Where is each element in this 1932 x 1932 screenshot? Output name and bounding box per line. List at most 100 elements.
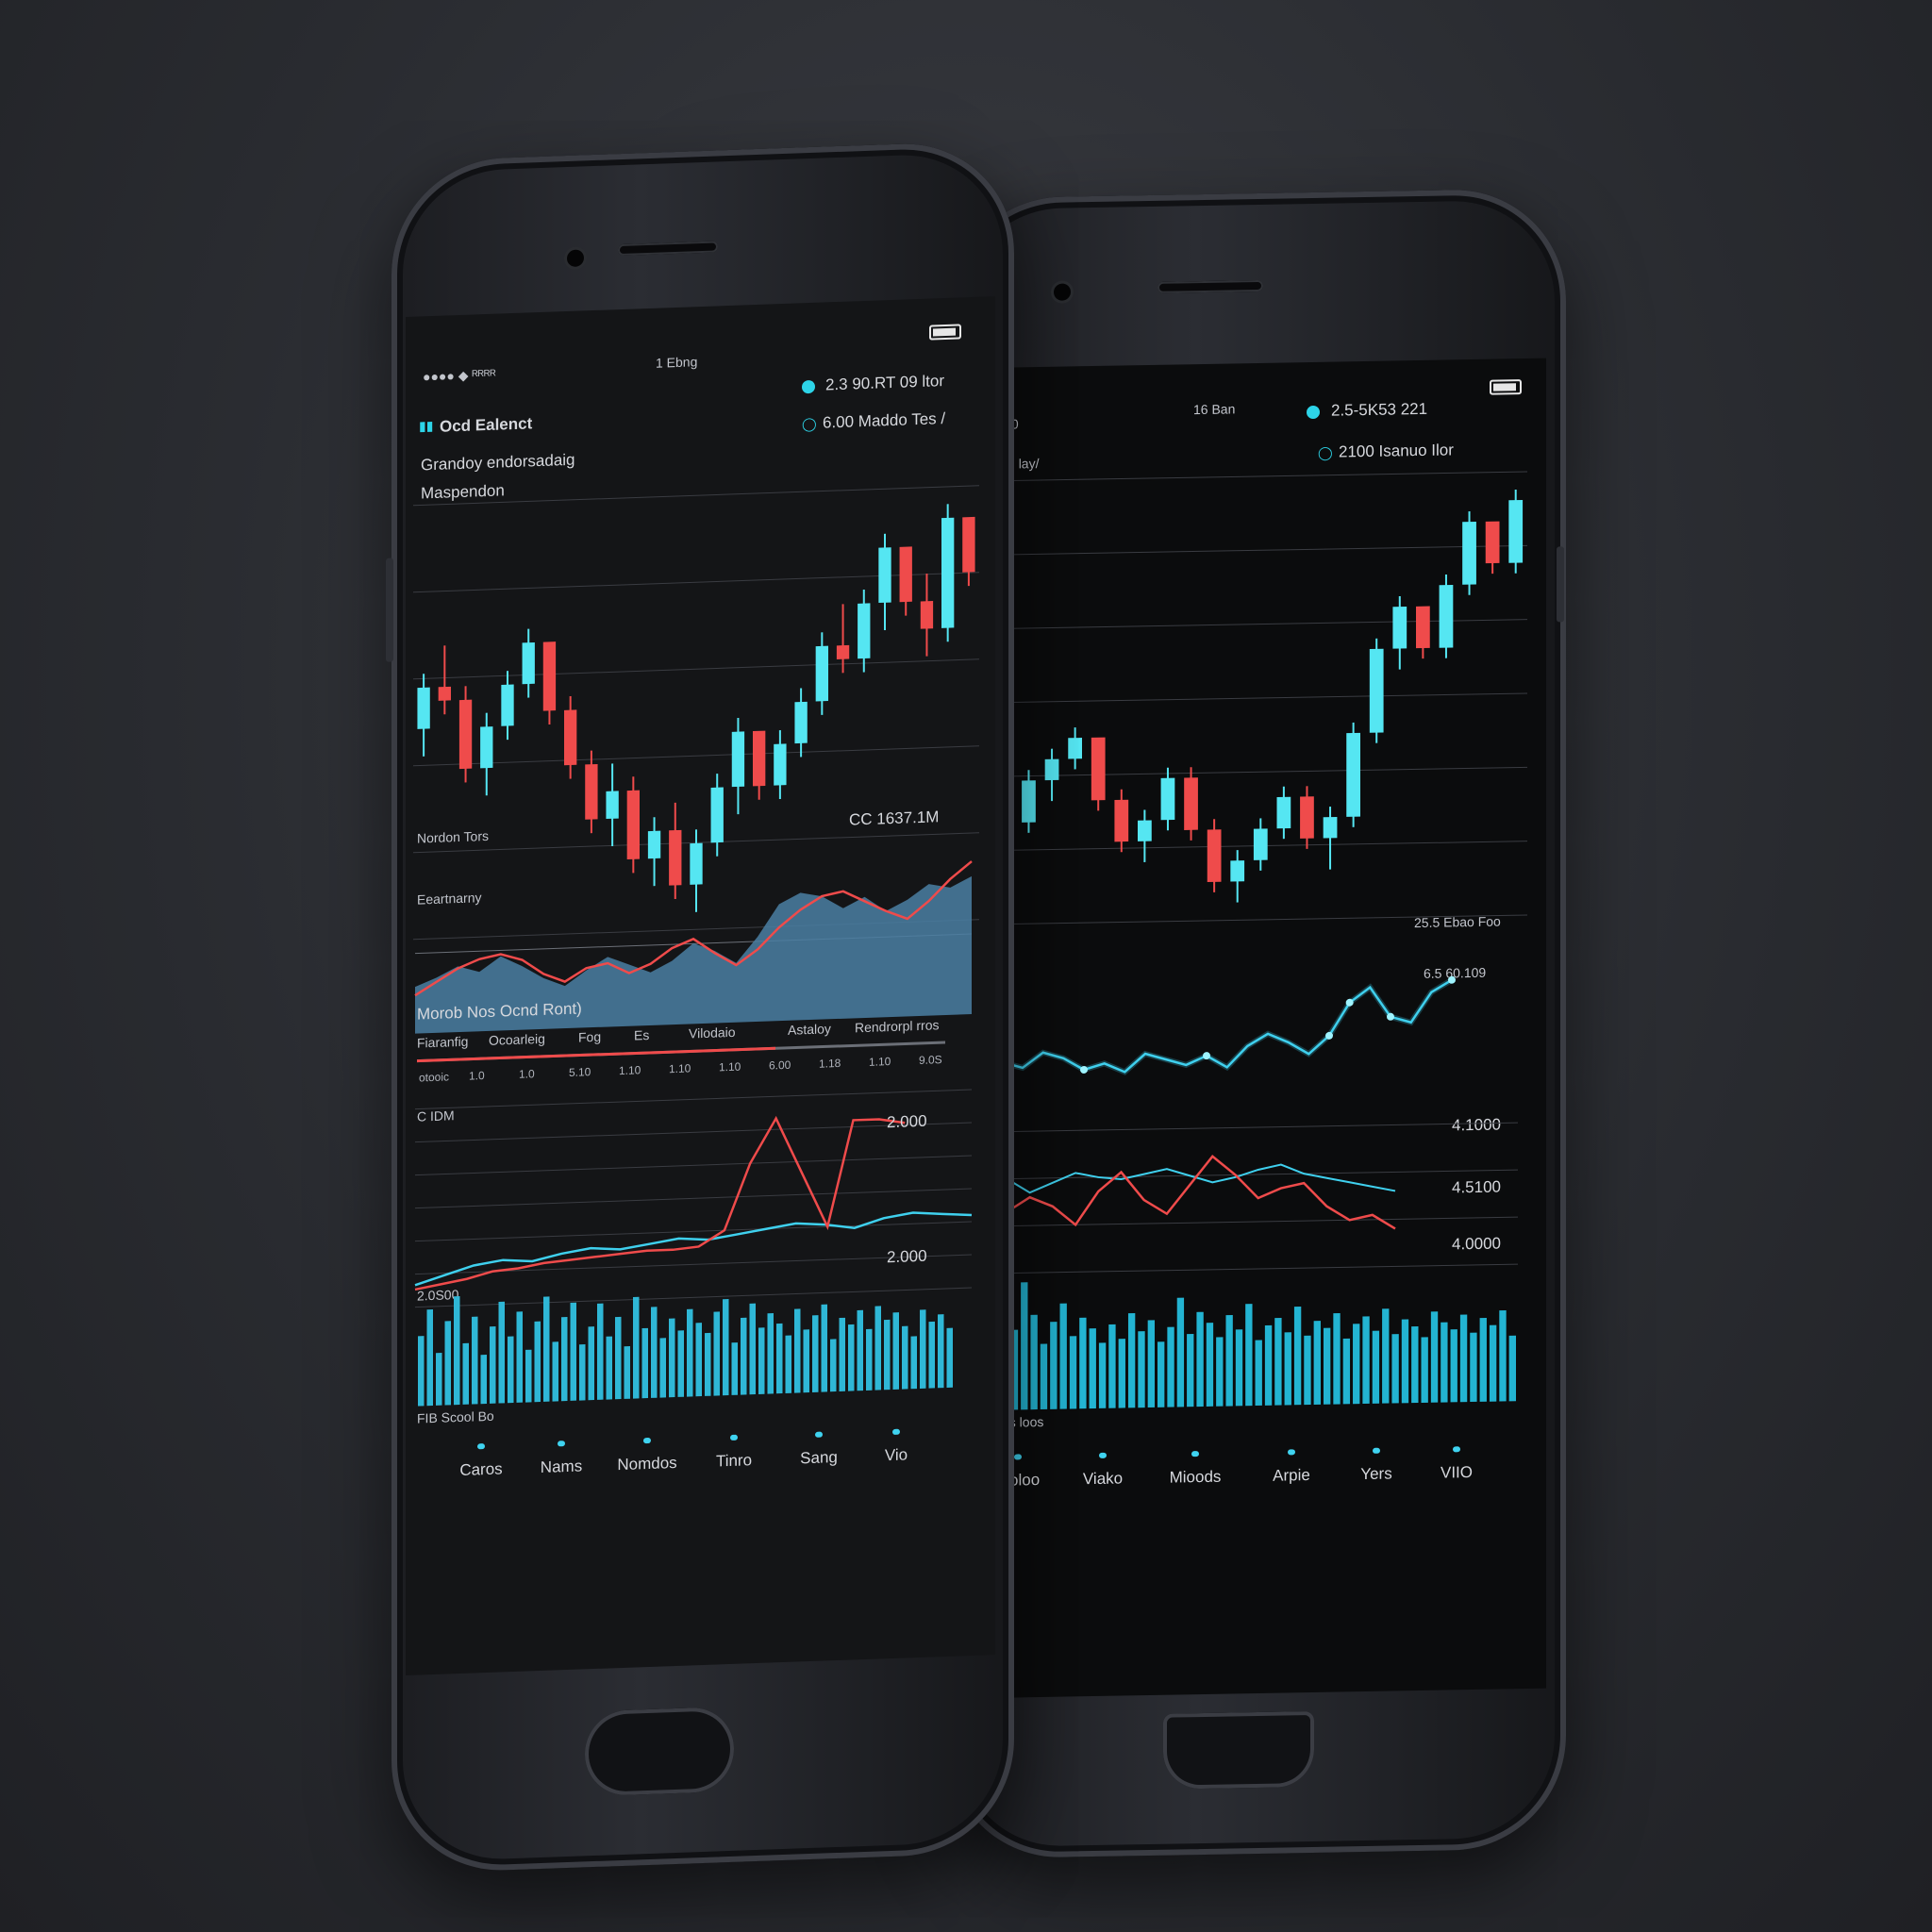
volume-bar bbox=[1021, 1282, 1028, 1410]
gridline bbox=[415, 1122, 972, 1143]
gridline bbox=[971, 692, 1527, 704]
volume-bar bbox=[498, 1301, 505, 1404]
volume-bar bbox=[803, 1329, 809, 1393]
volume-bar bbox=[552, 1341, 558, 1402]
volume-bar bbox=[1304, 1335, 1311, 1406]
candle bbox=[1346, 722, 1360, 827]
front-camera bbox=[567, 249, 584, 268]
column-header[interactable]: Es bbox=[634, 1026, 650, 1043]
volume-bar bbox=[606, 1336, 612, 1400]
candle bbox=[815, 632, 828, 715]
tab-caros[interactable]: Caros bbox=[459, 1459, 503, 1479]
column-header[interactable]: Fiaranfig bbox=[417, 1033, 469, 1051]
gridline bbox=[961, 1263, 1518, 1274]
candle bbox=[1369, 638, 1384, 743]
candle bbox=[585, 750, 598, 834]
volume-bar bbox=[651, 1307, 658, 1398]
volume-bar bbox=[1293, 1307, 1302, 1406]
volume-bar bbox=[1313, 1321, 1321, 1405]
tick-label: 1.10 bbox=[669, 1061, 691, 1076]
tab-nomdos[interactable]: Nomdos bbox=[617, 1453, 677, 1474]
tab-viako[interactable]: Viako bbox=[1082, 1469, 1124, 1489]
home-button[interactable] bbox=[1163, 1710, 1314, 1790]
column-header[interactable]: Astaloy bbox=[788, 1021, 831, 1038]
volume-bar bbox=[1089, 1328, 1096, 1409]
gridline bbox=[971, 841, 1527, 852]
tab-mioods[interactable]: Mioods bbox=[1169, 1467, 1222, 1487]
volume-bar bbox=[767, 1313, 774, 1394]
gridline bbox=[415, 1155, 972, 1176]
candle bbox=[458, 686, 473, 783]
candle bbox=[1114, 789, 1129, 853]
volume-bar bbox=[705, 1332, 711, 1396]
tab-sang[interactable]: Sang bbox=[800, 1448, 838, 1468]
volume-bar bbox=[848, 1324, 855, 1391]
volume-bar bbox=[1333, 1313, 1341, 1405]
volume-button[interactable] bbox=[386, 558, 393, 662]
mid-label: 25.5 Ebao Foo bbox=[1414, 913, 1501, 931]
candle bbox=[1068, 727, 1082, 770]
volume-bar bbox=[821, 1304, 827, 1392]
volume-bar bbox=[758, 1327, 765, 1394]
tab-tinro[interactable]: Tinro bbox=[715, 1451, 753, 1471]
column-header[interactable]: Vilodaio bbox=[689, 1024, 736, 1041]
volume-bar bbox=[794, 1308, 801, 1393]
candle bbox=[920, 574, 934, 657]
volume-bar bbox=[1401, 1319, 1409, 1404]
column-header[interactable]: Ocoarleig bbox=[489, 1030, 545, 1048]
tab-arpie[interactable]: Arpie bbox=[1273, 1466, 1310, 1485]
volume-bar bbox=[1499, 1309, 1507, 1402]
volume-bar bbox=[749, 1303, 756, 1395]
volume-bar bbox=[1030, 1314, 1038, 1410]
volume-bar bbox=[525, 1349, 532, 1403]
volume-bar bbox=[1206, 1323, 1214, 1407]
volume-bar bbox=[444, 1321, 451, 1406]
volume-bar bbox=[1098, 1342, 1107, 1408]
volume-bar bbox=[1372, 1330, 1380, 1404]
tab-indicator bbox=[1099, 1452, 1107, 1458]
tick-label: 1.10 bbox=[619, 1063, 641, 1078]
candle bbox=[647, 817, 661, 887]
tab-yers[interactable]: Yers bbox=[1360, 1464, 1392, 1484]
column-header[interactable]: Fog bbox=[578, 1028, 602, 1045]
candle bbox=[1138, 809, 1152, 862]
tab-vio[interactable]: Vio bbox=[884, 1445, 908, 1465]
candle bbox=[899, 546, 912, 616]
gridline bbox=[971, 914, 1527, 925]
candle bbox=[731, 717, 745, 815]
candlestick-chart bbox=[413, 485, 979, 941]
candle bbox=[1253, 818, 1268, 871]
volume-bar bbox=[1040, 1343, 1048, 1410]
power-button[interactable] bbox=[1557, 546, 1564, 623]
header-title: Ocd Ealenct bbox=[440, 414, 533, 436]
volume-bar bbox=[687, 1308, 693, 1397]
range-fill bbox=[417, 1046, 775, 1063]
volume-bar bbox=[508, 1336, 514, 1404]
column-header[interactable]: Rendrorpl rros bbox=[855, 1017, 940, 1036]
volume-bar bbox=[1430, 1311, 1439, 1403]
tick-label: 1.0 bbox=[519, 1067, 535, 1081]
candle bbox=[1091, 737, 1106, 811]
tab-viio[interactable]: VIIO bbox=[1440, 1463, 1474, 1482]
volume-bar bbox=[1459, 1314, 1468, 1403]
volume-bar bbox=[490, 1326, 496, 1404]
home-button[interactable] bbox=[585, 1706, 734, 1797]
candlestick-chart bbox=[971, 471, 1527, 925]
candle bbox=[858, 589, 871, 673]
volume-bar bbox=[641, 1327, 648, 1399]
tab-nams[interactable]: Nams bbox=[540, 1457, 583, 1477]
tick-label: 5.10 bbox=[569, 1065, 591, 1079]
battery-icon bbox=[929, 324, 961, 341]
candle bbox=[1323, 807, 1338, 870]
y-label-bottom: 4.0000 bbox=[1452, 1234, 1501, 1254]
volume-bar bbox=[902, 1325, 908, 1390]
tab-indicator bbox=[1288, 1449, 1295, 1456]
gridline bbox=[413, 745, 979, 767]
volume-bar bbox=[1127, 1312, 1136, 1408]
candle bbox=[753, 730, 766, 800]
volume-bar bbox=[1382, 1308, 1390, 1404]
red-line-series bbox=[961, 1155, 1396, 1230]
candle bbox=[1276, 786, 1291, 840]
gridline bbox=[413, 658, 979, 680]
candle bbox=[1416, 606, 1430, 659]
